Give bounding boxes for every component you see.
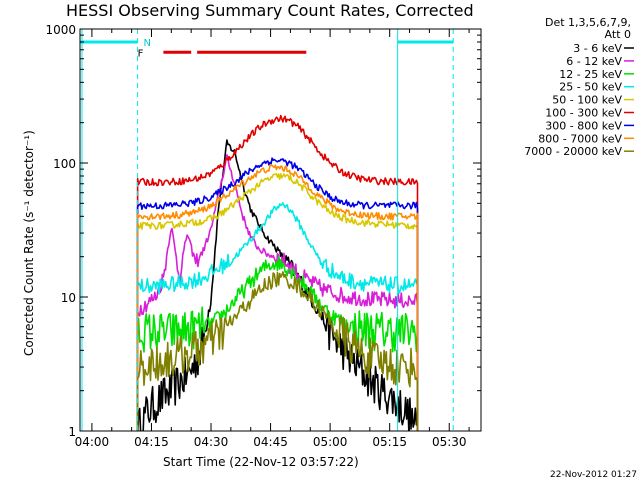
y-tick-label: 1000 [45, 23, 76, 37]
legend-entry-label: 3 - 6 keV [573, 42, 622, 55]
y-tick-label: 1 [68, 425, 76, 439]
legend-entry-label: 25 - 50 keV [559, 81, 622, 94]
legend-header-line-1: Det 1,3,5,6,7,9, [545, 16, 631, 29]
legend-entry-label: 300 - 800 keV [545, 119, 622, 132]
series-line-800to7000keV [136, 164, 419, 431]
y-tick-label: 100 [53, 157, 76, 171]
x-tick-label: 04:15 [134, 435, 169, 449]
legend-header-line-2: Att 0 [605, 28, 631, 41]
legend-entry-label: 50 - 100 keV [552, 94, 622, 107]
series-line-50to100keV [136, 173, 419, 431]
annotations-layer: NF [80, 29, 454, 431]
series-line-25to50keV [136, 202, 419, 431]
series-line-12to25keV [136, 256, 419, 431]
axis-ticks: 04:00 04:15 04:30 04:45 05:00 05:15 05:30 1 10 10… [45, 23, 481, 449]
y-tick-label: 10 [61, 291, 76, 305]
x-tick-label: 05:15 [372, 435, 407, 449]
series-layer [136, 114, 419, 431]
y-axis-label: Corrected Count Rate (s⁻¹ detector⁻¹) [22, 130, 36, 356]
generation-timestamp: 22-Nov-2012 01:27 [550, 470, 637, 480]
x-tick-label: 04:30 [194, 435, 229, 449]
series-line-100to300keV [136, 114, 419, 431]
plot-frame [79, 28, 482, 432]
x-tick-label: 05:00 [313, 435, 348, 449]
legend-entry-label: 7000 - 20000 keV [524, 145, 622, 158]
series-line-3to6keV [136, 139, 419, 431]
flag-label-n: N [144, 38, 151, 49]
series-line-6to12keV [136, 154, 419, 431]
x-tick-label: 04:00 [75, 435, 110, 449]
x-tick-label: 04:45 [253, 435, 288, 449]
x-tick-label: 05:30 [432, 435, 467, 449]
x-axis-label: Start Time (22-Nov-12 03:57:22) [163, 455, 359, 469]
legend-entry-label: 12 - 25 keV [559, 68, 622, 81]
series-line-7000to20000keV [136, 271, 419, 431]
series-line-300to800keV [136, 157, 419, 431]
legend-entry-label: 800 - 7000 keV [538, 132, 622, 145]
legend-entry-label: 100 - 300 keV [545, 107, 622, 120]
legend-entry-label: 6 - 12 keV [566, 55, 622, 68]
chart-title: HESSI Observing Summary Count Rates, Cor… [66, 1, 474, 20]
flag-label-f: F [138, 48, 144, 59]
